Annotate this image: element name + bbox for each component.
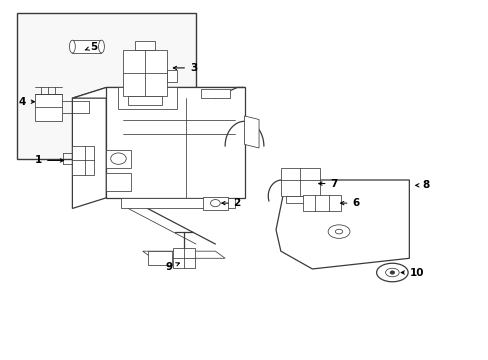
Polygon shape [35, 94, 61, 121]
Polygon shape [123, 50, 166, 96]
Polygon shape [244, 116, 259, 148]
Polygon shape [135, 41, 155, 50]
Text: 10: 10 [400, 267, 423, 278]
Polygon shape [173, 248, 194, 268]
Circle shape [389, 271, 394, 274]
Polygon shape [72, 87, 244, 98]
Polygon shape [128, 96, 162, 105]
Text: 8: 8 [415, 180, 429, 190]
Polygon shape [106, 150, 130, 167]
Text: 3: 3 [173, 63, 197, 73]
Polygon shape [203, 197, 227, 210]
Text: 5: 5 [85, 41, 98, 51]
Bar [17, 13, 196, 159]
Text: 9: 9 [165, 262, 179, 272]
Ellipse shape [335, 229, 342, 234]
Ellipse shape [99, 40, 104, 53]
Text: 6: 6 [340, 198, 359, 208]
Polygon shape [106, 87, 244, 198]
Ellipse shape [385, 268, 398, 277]
Circle shape [110, 153, 126, 165]
Polygon shape [118, 87, 176, 109]
Text: 2: 2 [222, 198, 241, 208]
Ellipse shape [69, 40, 75, 53]
Polygon shape [72, 40, 102, 53]
Polygon shape [302, 195, 341, 211]
Text: 4: 4 [19, 97, 35, 107]
Text: 7: 7 [318, 179, 337, 189]
Polygon shape [147, 251, 171, 265]
Text: 1: 1 [35, 156, 63, 166]
Polygon shape [201, 89, 229, 98]
Polygon shape [166, 70, 176, 82]
Polygon shape [275, 180, 408, 269]
Polygon shape [142, 251, 224, 258]
Polygon shape [72, 146, 94, 175]
Polygon shape [280, 167, 319, 196]
Ellipse shape [327, 225, 349, 238]
Ellipse shape [376, 263, 407, 282]
Polygon shape [285, 196, 314, 203]
Polygon shape [72, 87, 106, 208]
Circle shape [210, 199, 220, 207]
Polygon shape [121, 198, 234, 208]
Polygon shape [106, 173, 130, 191]
